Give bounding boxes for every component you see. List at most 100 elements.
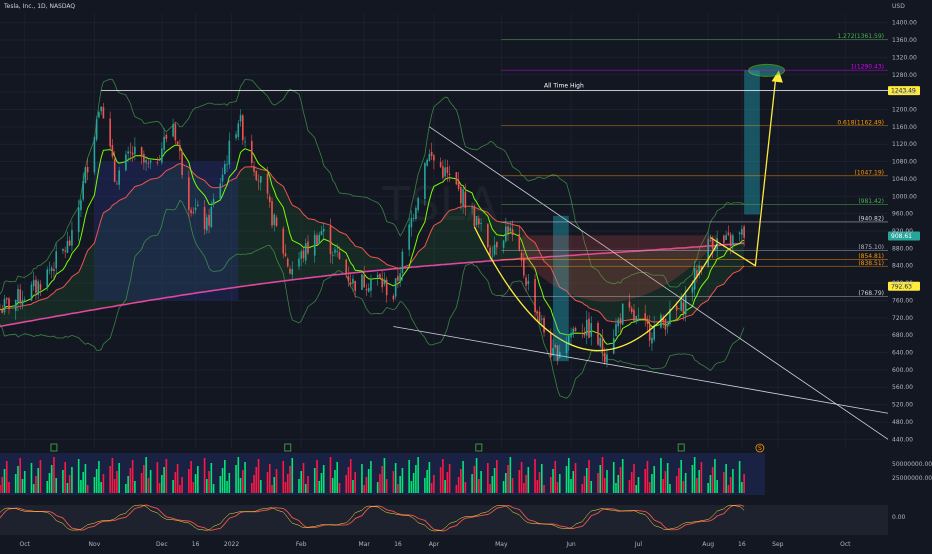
candle-body <box>448 173 451 175</box>
volume-bar <box>664 471 667 493</box>
candle-body <box>127 151 129 154</box>
volume-bar <box>286 474 289 493</box>
candle-body <box>399 273 401 282</box>
drawing-overlays[interactable] <box>393 63 889 440</box>
volume-bar <box>291 458 294 493</box>
volume-bar <box>628 480 631 493</box>
y-tick-label: 1400.00 <box>892 20 917 27</box>
volume-bar <box>3 469 6 493</box>
volume-bar <box>228 473 231 493</box>
volume-bar <box>644 469 647 493</box>
candle-body <box>628 301 631 308</box>
volume-bar <box>487 463 489 493</box>
volume-bar <box>675 476 678 493</box>
volume-bar <box>621 459 624 493</box>
volume-bar <box>86 485 89 493</box>
ath-label: All Time High <box>544 83 584 90</box>
volume-bar <box>365 477 368 493</box>
volume-bar <box>707 483 709 493</box>
volume-bar <box>725 464 727 493</box>
x-tick-label: Nov <box>89 541 101 548</box>
volume-bar <box>426 470 428 493</box>
candle-body <box>505 226 507 242</box>
volume-bar <box>179 485 181 493</box>
volume-bar <box>354 472 356 493</box>
volume-bar <box>298 479 300 493</box>
x-tick-label: Dec <box>156 541 168 548</box>
volume-bar <box>489 484 491 493</box>
volume-bar <box>194 474 197 493</box>
volume-bar <box>502 481 505 493</box>
volume-bar <box>496 460 498 493</box>
candle-body <box>322 229 325 232</box>
candle-body <box>612 338 615 354</box>
volume-bar <box>149 470 152 493</box>
volume-bar <box>147 478 150 493</box>
earnings-marker <box>50 443 58 452</box>
candle-body <box>491 255 494 257</box>
volume-bar <box>226 481 228 493</box>
price-badge-text: 908.61 <box>891 233 912 240</box>
symbol-header[interactable]: Tesla, Inc., 1D, NASDAQ <box>3 3 75 10</box>
price-axis[interactable]: 440.00 480.00 520.00 560.00 600.00 640.00 680.… <box>892 20 917 444</box>
volume-bar <box>289 466 291 493</box>
volume-bar <box>158 483 161 493</box>
candle-body <box>666 324 669 327</box>
ribbon-area <box>0 163 745 327</box>
price-badge <box>888 231 920 241</box>
time-axis[interactable]: Oct Nov Dec 16 2022 Feb Mar 16 Apr May Jun Jul Aug 16… <box>20 541 852 548</box>
volume-bar <box>565 466 568 493</box>
y-tick-label: 1360.00 <box>892 37 917 44</box>
candle-body <box>188 177 190 210</box>
event-marker <box>755 443 765 453</box>
volume-bar <box>268 464 271 493</box>
volume-bar <box>113 479 116 493</box>
volume-bar <box>143 465 145 493</box>
x-tick-label: 16 <box>738 541 746 548</box>
candle-body <box>361 274 363 290</box>
volume-bar <box>446 472 449 493</box>
level-label: (1047.19) <box>855 169 885 176</box>
candle-body <box>460 187 462 204</box>
candle-body <box>646 320 649 324</box>
earnings-marker <box>677 443 685 452</box>
level-label: 0.618(1162.49) <box>837 119 884 126</box>
candle-body <box>570 332 572 338</box>
candle-body <box>635 316 638 322</box>
candle-body <box>266 173 269 194</box>
volume-bar <box>617 475 620 493</box>
volume-bar <box>460 469 462 493</box>
volume-bar <box>163 467 165 493</box>
candle-body <box>14 299 17 311</box>
x-tick-label: Feb <box>296 541 307 548</box>
volume-bar <box>331 478 334 493</box>
volume-bar <box>80 480 82 493</box>
candle-body <box>64 250 66 252</box>
candle-body <box>17 288 19 303</box>
candle-body <box>235 134 237 139</box>
volume-bar <box>363 485 365 493</box>
volume-bar <box>417 457 419 493</box>
candle-body <box>410 218 413 228</box>
price-badge-text: 792.63 <box>891 283 912 290</box>
candle-body <box>32 280 35 287</box>
y-tick-label: 600.00 <box>892 367 913 374</box>
candle-body <box>644 313 647 319</box>
volume-bar <box>156 462 159 493</box>
candle-body <box>603 352 606 363</box>
volume-bar <box>71 467 73 493</box>
volume-bar <box>455 485 458 493</box>
volume-bar <box>46 481 49 493</box>
candle-body <box>302 250 305 259</box>
event-marker-label: S <box>758 445 762 452</box>
osc-axis-label: 0.00 <box>892 514 906 521</box>
volume-bar <box>633 464 635 493</box>
candle-body <box>401 251 404 273</box>
candle-body <box>446 167 449 174</box>
volume-bar <box>493 468 496 493</box>
volume-bar <box>381 466 383 493</box>
y-tick-label: 1080.00 <box>892 159 917 166</box>
candle-body <box>244 141 246 143</box>
candle-body <box>336 251 339 253</box>
